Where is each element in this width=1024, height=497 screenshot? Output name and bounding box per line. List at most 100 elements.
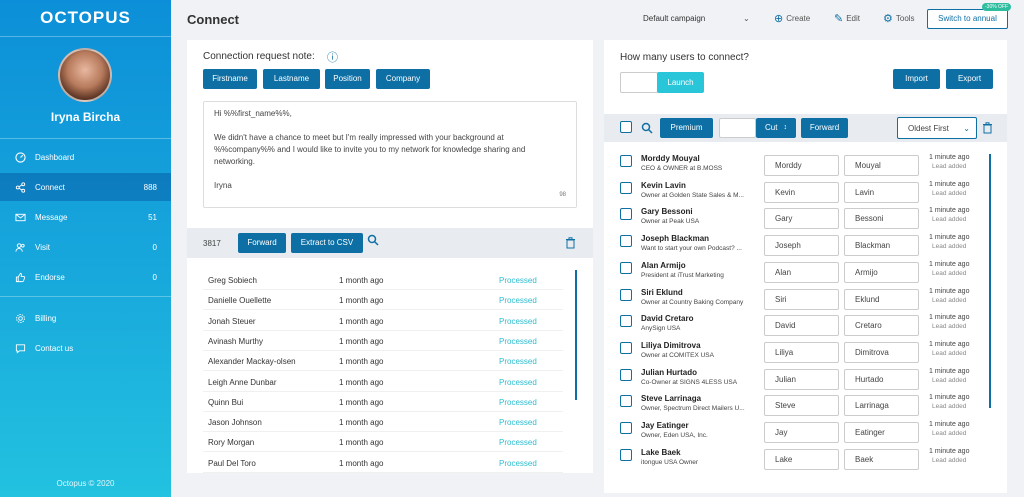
person-name[interactable]: Jay Eatinger [641, 421, 689, 430]
last-name-field[interactable]: Bessoni [844, 208, 919, 230]
first-name-field[interactable]: Gary [764, 208, 839, 230]
note-textarea[interactable]: Hi %%first_name%%, We didn't have a chan… [203, 101, 577, 208]
nav-item-visit[interactable]: Visit 0 [0, 233, 171, 261]
lead-row[interactable]: Jonah Steuer 1 month ago Processed [203, 311, 563, 331]
search-icon[interactable] [641, 122, 653, 136]
person-name[interactable]: David Cretaro [641, 314, 694, 324]
person-name[interactable]: Julian Hurtado [641, 367, 698, 377]
lead-row[interactable]: Danielle Ouellette 1 month ago Processed [203, 290, 563, 311]
person-checkbox[interactable] [620, 422, 632, 434]
sort-select[interactable]: Oldest First ⌄ [897, 117, 977, 139]
person-name[interactable]: Lake Baek [641, 447, 681, 457]
avatar[interactable] [58, 48, 112, 102]
tag-firstname-button[interactable]: Firstname [203, 69, 257, 89]
launch-button[interactable]: Launch [657, 72, 704, 93]
chevron-down-icon[interactable]: ⌄ [743, 14, 750, 23]
person-checkbox[interactable] [620, 261, 632, 274]
person-checkbox[interactable] [620, 341, 632, 354]
first-name-field[interactable]: Julian [764, 368, 839, 390]
person-name[interactable]: Joseph Blackman [641, 234, 710, 244]
person-name[interactable]: Liliya Dimitrova [641, 340, 701, 350]
lead-row[interactable]: Avinash Murthy 1 month ago Processed [203, 331, 563, 351]
person-checkbox[interactable] [620, 395, 632, 408]
nav-item-endorse[interactable]: Endorse 0 [0, 263, 171, 291]
person-name[interactable]: Kevin Lavin [641, 180, 686, 190]
first-name-field[interactable]: Steve [764, 395, 839, 417]
person-name[interactable]: Alan Armijo [641, 260, 686, 270]
last-name-field[interactable]: Hurtado [844, 368, 919, 390]
first-name-field[interactable]: Jay [764, 422, 839, 443]
first-name-field[interactable]: David [764, 315, 839, 337]
premium-button[interactable]: Premium [660, 118, 713, 138]
divider [0, 138, 171, 139]
edit-button[interactable]: ✎ Edit [834, 12, 860, 25]
tag-lastname-button[interactable]: Lastname [263, 69, 320, 89]
nav-item-message[interactable]: Message 51 [0, 203, 171, 231]
last-name-field[interactable]: Dimitrova [844, 341, 919, 363]
last-name-field[interactable]: Mouyal [844, 155, 919, 176]
person-checkbox[interactable] [620, 315, 632, 328]
nav-item-billing[interactable]: Billing [0, 304, 171, 332]
info-icon[interactable]: ⓘ [327, 52, 338, 64]
lead-row[interactable]: Jason Johnson 1 month ago Processed [203, 412, 563, 433]
first-name-field[interactable]: Lake [764, 448, 839, 470]
first-name-field[interactable]: Alan [764, 261, 839, 283]
last-name-field[interactable]: Larrinaga [844, 395, 919, 417]
person-checkbox[interactable] [620, 235, 632, 248]
person-checkbox[interactable] [620, 155, 632, 167]
people-scrollbar[interactable] [989, 154, 991, 408]
nav-item-connect[interactable]: Connect 888 [0, 173, 171, 201]
lead-row[interactable]: Leigh Anne Dunbar 1 month ago Processed [203, 372, 563, 392]
import-button[interactable]: Import [893, 69, 940, 89]
lead-row[interactable]: Paul Del Toro 1 month ago Processed [203, 453, 563, 473]
person-checkbox[interactable] [620, 368, 632, 381]
nav-label: Dashboard [35, 152, 75, 162]
first-name-field[interactable]: Siri [764, 288, 839, 310]
last-name-field[interactable]: Cretaro [844, 315, 919, 337]
last-name-field[interactable]: Lavin [844, 181, 919, 203]
last-name-field[interactable]: Eatinger [844, 422, 919, 443]
last-name-field[interactable]: Armijo [844, 261, 919, 283]
cut-count-input[interactable] [719, 118, 756, 138]
users-count-input[interactable] [620, 72, 658, 93]
first-name-field[interactable]: Liliya [764, 341, 839, 363]
lead-row[interactable]: Quinn Bui 1 month ago Processed [203, 392, 563, 412]
person-checkbox[interactable] [620, 181, 632, 194]
export-button[interactable]: Export [946, 69, 993, 89]
person-checkbox[interactable] [620, 448, 632, 461]
nav-item-contact-us[interactable]: Contact us [0, 334, 171, 362]
tag-position-button[interactable]: Position [325, 69, 370, 89]
extract-csv-button[interactable]: Extract to CSV [291, 233, 363, 253]
leads-scrollbar[interactable] [575, 270, 577, 400]
tag-company-button[interactable]: Company [376, 69, 430, 89]
lead-row[interactable]: Greg Sobiech 1 month ago Processed [203, 270, 563, 290]
forward-button[interactable]: Forward [238, 233, 286, 253]
first-name-field[interactable]: Joseph [764, 235, 839, 257]
first-name-field[interactable]: Morddy [764, 155, 839, 176]
person-title: Owner, Eden USA, Inc. [641, 432, 708, 439]
person-checkbox[interactable] [620, 288, 632, 301]
nav-item-dashboard[interactable]: Dashboard [0, 143, 171, 171]
person-checkbox[interactable] [620, 208, 632, 221]
tools-button[interactable]: ⚙ Tools [883, 12, 915, 25]
last-name-field[interactable]: Eklund [844, 288, 919, 310]
person-name[interactable]: Morddy Mouyal [641, 154, 700, 163]
trash-icon[interactable] [982, 122, 993, 136]
last-name-field[interactable]: Blackman [844, 235, 919, 257]
select-all-checkbox[interactable] [620, 121, 632, 133]
campaign-select[interactable]: Default campaign [643, 14, 706, 23]
person-name[interactable]: Steve Larrinaga [641, 394, 702, 404]
last-name-field[interactable]: Baek [844, 448, 919, 470]
search-icon[interactable] [367, 234, 379, 248]
person-name[interactable]: Gary Bessoni [641, 207, 693, 217]
create-button[interactable]: ⊕ Create [774, 12, 810, 25]
person-name[interactable]: Siri Eklund [641, 287, 683, 297]
forward-button[interactable]: Forward [801, 118, 848, 138]
lead-name: Jonah Steuer [208, 316, 256, 326]
cut-button[interactable]: Cut ↕ [756, 118, 796, 138]
first-name-field[interactable]: Kevin [764, 181, 839, 203]
switch-annual-button[interactable]: Switch to annual [927, 9, 1008, 29]
lead-row[interactable]: Rory Morgan 1 month ago Processed [203, 432, 563, 453]
trash-icon[interactable] [565, 237, 576, 251]
lead-row[interactable]: Alexander Mackay-olsen 1 month ago Process… [203, 351, 563, 372]
